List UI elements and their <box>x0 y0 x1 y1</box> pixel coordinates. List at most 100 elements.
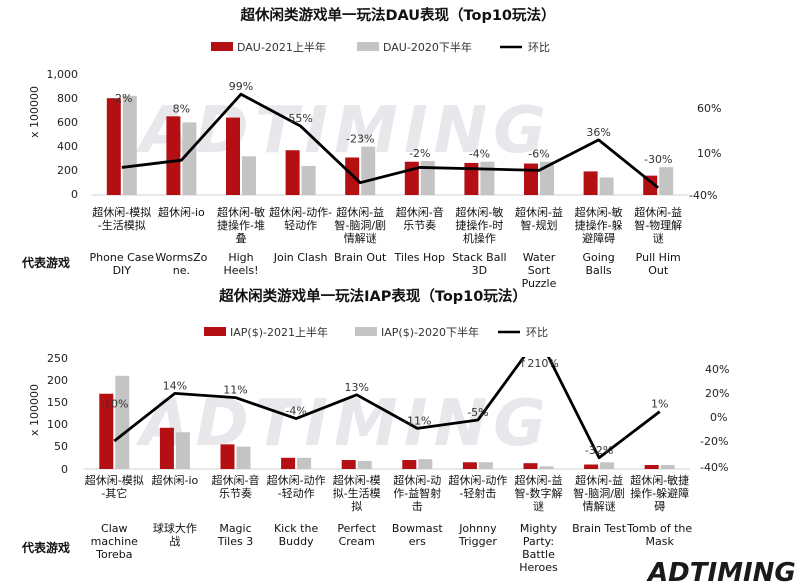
category-label: 超休闲-益 <box>336 205 384 219</box>
category-label: 操作-躲避障 <box>630 486 689 500</box>
category-label: 超休闲-音 <box>212 473 260 487</box>
category-label: 叠 <box>236 232 247 245</box>
category-label: -生活模拟 <box>98 218 146 232</box>
mom-pct-label: -23% <box>346 133 374 146</box>
bar-2020 <box>297 457 312 469</box>
iap-ytick: 50 <box>54 440 68 453</box>
legend-label-dau-2020: DAU-2020下半年 <box>383 40 472 54</box>
category-label: 超休闲-动作 <box>267 473 326 487</box>
category-label: 超休闲-益 <box>515 473 563 487</box>
bar-2021 <box>281 457 296 469</box>
dau-chart-title: 超休闲类游戏单一玩法DAU表现（Top10玩法） <box>239 6 555 24</box>
category-label: 乐节奏 <box>403 219 436 232</box>
category-label: 超休闲-益 <box>575 473 623 487</box>
legend-swatch-dau-2021 <box>211 42 233 51</box>
mom-pct-label: 13% <box>344 381 368 394</box>
iap-row-label: 代表游戏 <box>21 540 70 555</box>
category-label: -轻动作 <box>278 486 315 500</box>
mom-pct-label: 99% <box>229 80 253 93</box>
bar-2021 <box>584 464 599 469</box>
mom-pct-label: -2% <box>409 147 430 160</box>
legend-label-dau-mom: 环比 <box>528 41 550 54</box>
watermark-bottom: ADTIMING <box>135 387 552 461</box>
game-label: Join Clash <box>273 251 328 264</box>
category-label: 拟-生活模 <box>333 486 381 500</box>
category-label: 智-数字解 <box>515 486 563 500</box>
category-label: 情解谜 <box>583 499 616 513</box>
bar-2020 <box>480 161 495 195</box>
bar-2021 <box>106 98 121 195</box>
game-label: Tiles 3 <box>217 535 254 548</box>
bar-2021 <box>226 117 240 195</box>
legend-label-iap-mom: 环比 <box>526 326 548 339</box>
game-label: Cream <box>339 535 375 548</box>
bar-2021 <box>166 116 181 195</box>
legend-label-iap-2021: IAP($)-2021上半年 <box>230 325 328 339</box>
bar-2021 <box>462 462 477 469</box>
iap-chart: 超休闲类游戏单一玩法IAP表现（Top10玩法） IAP($)-2021上半年 … <box>21 287 729 574</box>
mom-pct-label: 8% <box>173 102 190 115</box>
bar-2021 <box>341 460 356 469</box>
game-label: Magic <box>219 522 251 535</box>
game-label: Tiles Hop <box>394 251 445 264</box>
mom-pct-label: -5% <box>467 406 488 419</box>
game-label: 3D <box>472 264 487 277</box>
bar-2020 <box>236 446 251 469</box>
bar-2020 <box>357 460 372 469</box>
game-label: Pull Him <box>636 251 681 264</box>
dau-ytick: 200 <box>57 164 78 177</box>
category-label: 拟 <box>351 499 362 513</box>
category-label: 捷操作-时 <box>455 218 503 232</box>
bar-2021 <box>159 427 174 469</box>
game-label: Kick the <box>274 522 318 535</box>
bar-2020 <box>659 167 674 195</box>
bar-2021 <box>285 150 300 195</box>
legend-swatch-iap-2020 <box>355 327 377 336</box>
game-label: Brain Out <box>334 251 387 264</box>
game-label: DIY <box>113 264 132 277</box>
category-label: 超休闲-io <box>158 205 205 219</box>
bar-2021 <box>404 161 419 195</box>
category-label: 超休闲-动 <box>393 473 441 487</box>
iap-bars <box>99 375 675 469</box>
iap-ytick: 0 <box>61 463 68 476</box>
iap-chart-title: 超休闲类游戏单一玩法IAP表现（Top10玩法） <box>218 287 527 305</box>
game-label: Puzzle <box>522 277 557 290</box>
dau-ytick: 600 <box>57 116 78 129</box>
category-label: 智-物理解 <box>634 218 682 232</box>
category-label: 超休闲-敏捷 <box>630 473 689 487</box>
legend-swatch-iap-2021 <box>204 327 226 336</box>
bar-2021 <box>523 463 538 469</box>
iap-right-ytick: -20% <box>700 435 728 448</box>
category-label: 谜 <box>533 500 544 513</box>
game-label: Out <box>648 264 669 277</box>
mom-pct-label: -11% <box>403 414 431 427</box>
iap-right-ytick: 0% <box>710 411 727 424</box>
category-label: 超休闲-敏 <box>217 205 265 219</box>
game-label: Heroes <box>519 561 558 574</box>
category-label: 超休闲-模拟 <box>92 205 151 219</box>
bar-2021 <box>402 460 417 469</box>
mom-pct-label: -32% <box>585 444 613 457</box>
bar-2020 <box>361 146 376 195</box>
bar-2020 <box>175 432 190 469</box>
bar-2021 <box>220 444 235 469</box>
game-label: Mask <box>646 535 675 548</box>
bar-2020 <box>420 161 435 195</box>
bar-2020 <box>478 462 493 469</box>
watermark-top: ADTIMING <box>135 94 552 168</box>
dau-ytick: 1,000 <box>47 68 79 81</box>
game-label: Sort <box>528 264 551 277</box>
game-label: Perfect <box>337 522 376 535</box>
category-label: 超休闲-io <box>152 473 199 487</box>
iap-y-axis-label: x 100000 <box>28 384 41 436</box>
iap-right-ytick: 40% <box>705 363 729 376</box>
category-label: 超休闲-益 <box>634 205 682 219</box>
game-label: Mighty <box>520 522 558 535</box>
category-label: 超休闲-敏 <box>455 205 503 219</box>
game-label: Tomb of the <box>626 522 692 535</box>
legend-swatch-dau-2020 <box>357 42 379 51</box>
bar-2021 <box>99 393 114 469</box>
